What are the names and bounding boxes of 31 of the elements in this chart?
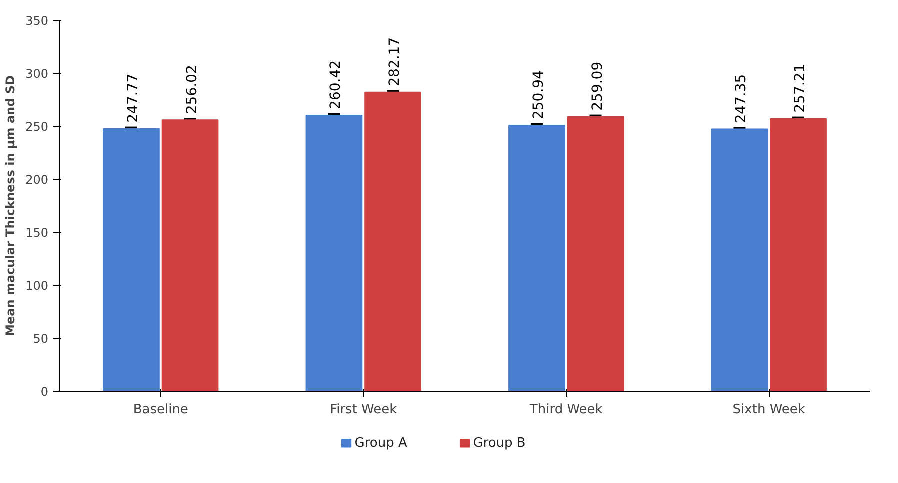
data-label: 259.09 [590, 62, 606, 111]
x-tick-label: Sixth Week [732, 402, 806, 418]
data-label: 247.77 [125, 74, 142, 123]
y-axis-title: Mean macular Thickness in µm and SD [4, 76, 18, 336]
bar [364, 92, 422, 392]
y-tick-label: 150 [26, 226, 48, 240]
bar [770, 118, 827, 392]
legend-label: Group B [473, 436, 526, 451]
y-tick-label: 250 [26, 120, 48, 134]
data-label: 282.17 [387, 37, 404, 86]
bar [103, 128, 160, 392]
y-tick-label: 350 [26, 14, 48, 28]
bar [567, 116, 624, 392]
data-label: 250.94 [530, 70, 547, 120]
data-label: 247.35 [734, 74, 750, 124]
y-tick-label: 0 [40, 385, 49, 399]
x-tick-label: Baseline [133, 402, 188, 418]
y-tick-label: 100 [26, 279, 48, 293]
bar [162, 120, 219, 392]
legend-label: Group A [354, 436, 408, 451]
y-tick-label: 200 [26, 173, 48, 187]
data-label: 260.42 [328, 60, 344, 110]
x-tick-label: First Week [330, 402, 398, 418]
data-label: 257.21 [792, 64, 809, 113]
bar [508, 125, 566, 392]
y-tick-label: 50 [33, 332, 49, 346]
y-tick-label: 300 [26, 67, 48, 81]
bar [711, 128, 768, 392]
x-tick-label: Third Week [528, 402, 604, 418]
data-label: 256.02 [184, 65, 200, 114]
bar [306, 114, 363, 392]
